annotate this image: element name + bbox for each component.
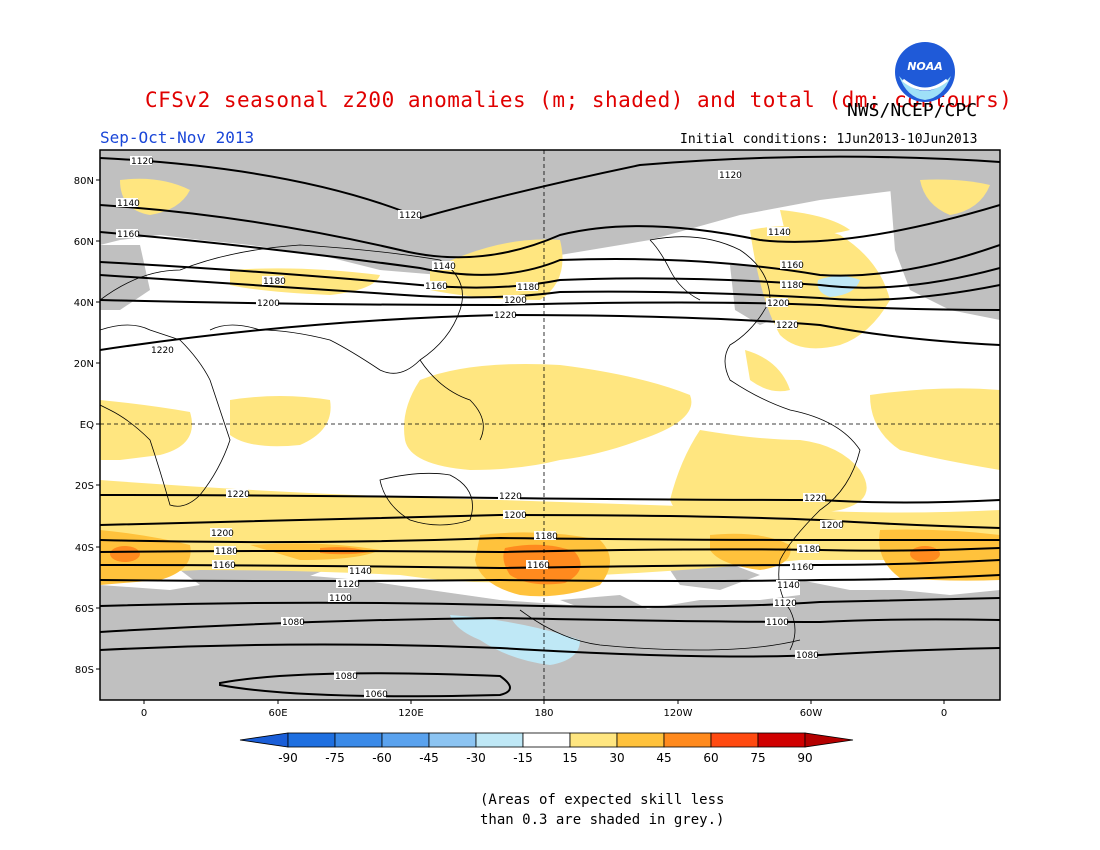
svg-text:1220: 1220 — [499, 492, 522, 502]
svg-text:1220: 1220 — [804, 494, 827, 504]
svg-text:20S: 20S — [75, 481, 94, 492]
svg-text:1140: 1140 — [777, 581, 800, 591]
noaa-logo-text: NOAA — [907, 60, 943, 73]
svg-text:1160: 1160 — [781, 261, 804, 271]
svg-text:1080: 1080 — [282, 618, 305, 628]
colorbar-segment — [287, 732, 336, 748]
svg-text:0: 0 — [141, 708, 147, 719]
svg-text:1200: 1200 — [257, 299, 280, 309]
map-frame — [99, 149, 1001, 701]
colorbar-tick-label: -60 — [372, 751, 392, 765]
noaa-logo: NOAA — [895, 42, 955, 102]
colorbar-segment — [710, 732, 759, 748]
svg-text:1160: 1160 — [791, 563, 814, 573]
longitude-axis: 0 60E 120E 180 120W 60W 0 — [141, 700, 947, 719]
svg-text:1160: 1160 — [425, 282, 448, 292]
svg-text:1220: 1220 — [151, 346, 174, 356]
svg-text:1200: 1200 — [767, 299, 790, 309]
svg-text:80N: 80N — [74, 176, 94, 187]
svg-text:60N: 60N — [74, 237, 94, 248]
svg-text:1140: 1140 — [768, 228, 791, 238]
svg-text:EQ: EQ — [80, 420, 94, 431]
colorbar-ticks: -90 -75 -60 -45 -30 -15 15 30 45 60 75 90 — [278, 751, 812, 765]
colorbar-segment — [381, 732, 430, 748]
svg-text:60E: 60E — [268, 708, 287, 719]
svg-text:120W: 120W — [664, 708, 693, 719]
colorbar-tick-label: 30 — [609, 751, 624, 765]
colorbar-tick-label: 60 — [703, 751, 718, 765]
map-title: CFSv2 seasonal z200 anomalies (m; shaded… — [145, 88, 1013, 112]
svg-text:60W: 60W — [800, 708, 823, 719]
svg-text:1160: 1160 — [117, 230, 140, 240]
colorbar-tick-label: 45 — [656, 751, 671, 765]
svg-text:1180: 1180 — [535, 532, 558, 542]
colorbar-segment — [334, 732, 383, 748]
svg-text:1200: 1200 — [821, 521, 844, 531]
svg-text:1140: 1140 — [117, 199, 140, 209]
svg-text:1120: 1120 — [337, 580, 360, 590]
svg-text:80S: 80S — [75, 665, 94, 676]
skill-note-line1: (Areas of expected skill less — [480, 792, 725, 808]
svg-text:1200: 1200 — [504, 511, 527, 521]
svg-text:40S: 40S — [75, 543, 94, 554]
svg-text:120E: 120E — [398, 708, 423, 719]
agency-label: NWS/NCEP/CPC — [847, 100, 978, 121]
svg-text:1080: 1080 — [335, 672, 358, 682]
svg-text:40N: 40N — [74, 298, 94, 309]
colorbar: -90 -75 -60 -45 -30 -15 15 30 45 60 75 90 — [239, 732, 854, 765]
colorbar-segment — [475, 732, 524, 748]
svg-text:1180: 1180 — [215, 547, 238, 557]
colorbar-tick-label: -75 — [325, 751, 345, 765]
colorbar-tick-label: 15 — [562, 751, 577, 765]
svg-text:20N: 20N — [74, 359, 94, 370]
svg-text:1180: 1180 — [517, 283, 540, 293]
skill-note-line2: than 0.3 are shaded in grey.) — [480, 812, 725, 828]
svg-text:1220: 1220 — [494, 311, 517, 321]
colorbar-low-arrow — [239, 732, 289, 748]
colorbar-segment — [522, 732, 571, 748]
colorbar-segment — [569, 732, 618, 748]
svg-text:1220: 1220 — [776, 321, 799, 331]
colorbar-segment — [616, 732, 665, 748]
svg-text:1080: 1080 — [796, 651, 819, 661]
anomaly-map: 1120 1140 1160 1180 1200 1220 1120 1120 … — [74, 149, 1001, 719]
svg-text:1120: 1120 — [719, 171, 742, 181]
svg-text:1120: 1120 — [774, 599, 797, 609]
colorbar-segment — [428, 732, 477, 748]
svg-text:0: 0 — [941, 708, 947, 719]
svg-text:1120: 1120 — [131, 157, 154, 167]
svg-text:1120: 1120 — [399, 211, 422, 221]
season-label: Sep-Oct-Nov 2013 — [100, 128, 255, 147]
svg-text:1060: 1060 — [365, 690, 388, 700]
height-contours — [100, 155, 1000, 698]
colorbar-tick-label: -30 — [466, 751, 486, 765]
colorbar-tick-label: 90 — [797, 751, 812, 765]
svg-text:1160: 1160 — [213, 561, 236, 571]
svg-text:1200: 1200 — [504, 296, 527, 306]
colorbar-segment — [663, 732, 712, 748]
svg-text:1140: 1140 — [349, 567, 372, 577]
svg-text:1180: 1180 — [263, 277, 286, 287]
svg-text:180: 180 — [534, 708, 553, 719]
svg-text:1220: 1220 — [227, 490, 250, 500]
svg-text:1180: 1180 — [798, 545, 821, 555]
svg-text:1160: 1160 — [527, 561, 550, 571]
svg-text:1140: 1140 — [433, 262, 456, 272]
contour-labels: 1120 1140 1160 1180 1200 1220 1120 1120 … — [116, 156, 844, 700]
svg-text:1100: 1100 — [766, 618, 789, 628]
colorbar-tick-label: -90 — [278, 751, 298, 765]
colorbar-segment — [757, 732, 806, 748]
svg-text:1200: 1200 — [211, 529, 234, 539]
coastlines — [100, 236, 861, 651]
latitude-axis: 80N 60N 40N 20N EQ 20S 40S 60S 80S — [74, 176, 100, 676]
colorbar-tick-label: -15 — [513, 751, 533, 765]
svg-text:1180: 1180 — [781, 281, 804, 291]
initial-conditions-label: Initial conditions: 1Jun2013-10Jun2013 — [680, 132, 978, 147]
colorbar-high-arrow — [804, 732, 854, 748]
colorbar-tick-label: -45 — [419, 751, 439, 765]
svg-text:1100: 1100 — [329, 594, 352, 604]
colorbar-tick-label: 75 — [750, 751, 765, 765]
colorbar-segments — [239, 732, 854, 748]
svg-text:60S: 60S — [75, 604, 94, 615]
